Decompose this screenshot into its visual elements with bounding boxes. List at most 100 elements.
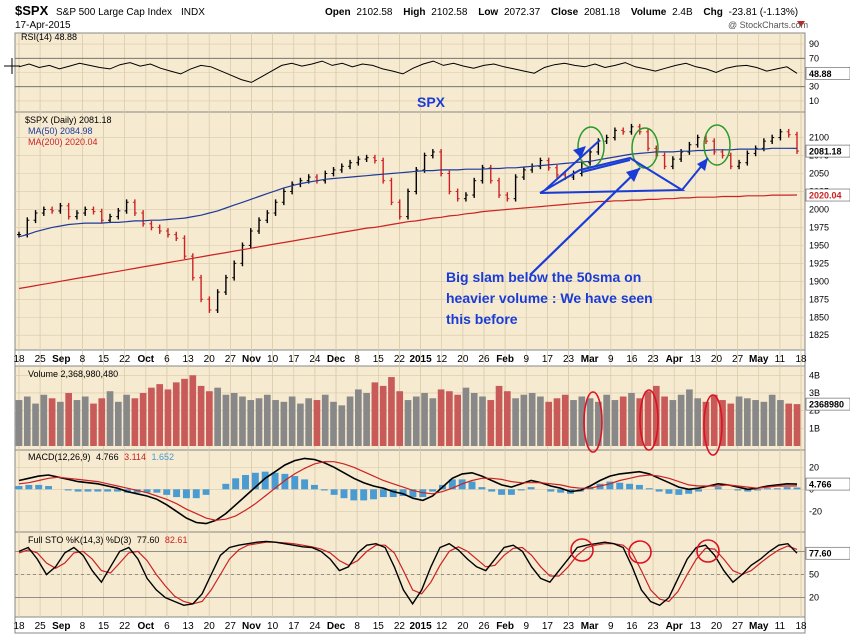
macd-histogram-bar (232, 478, 240, 490)
volume-bar (537, 396, 544, 446)
volume-bar (106, 391, 114, 446)
macd-histogram-bar (744, 489, 752, 492)
volume-bar (793, 404, 801, 446)
macd-histogram-bar (163, 489, 171, 495)
date-tick-label: 27 (732, 354, 744, 365)
macd-histogram-bar (517, 489, 525, 491)
ma50-line (18, 147, 798, 238)
date-tick-label: 26 (478, 621, 490, 632)
volume-bar (752, 400, 759, 446)
volume-bar (321, 394, 329, 446)
date-tick-label: Apr (666, 621, 683, 632)
macd-histogram-bar (330, 489, 338, 495)
date-tick-label: 20 (457, 354, 469, 365)
volume-bar (346, 396, 354, 446)
sto-last-value-box (805, 546, 850, 560)
date-tick-label: Dec (327, 621, 346, 632)
date-tick-label: 16 (626, 354, 638, 365)
macd-histogram-bar (360, 489, 368, 501)
date-label: 17-Apr-2015 (15, 20, 71, 31)
y-tick-label: 2100 (809, 133, 829, 143)
date-tick-label: 15 (373, 621, 385, 632)
y-tick-label: 1825 (809, 330, 829, 340)
macd-histogram-bar (645, 488, 653, 490)
sto-legend-label: Full STO %K(14,3) %D(3) (28, 535, 131, 545)
price-legend-ma50: MA(50) 2084.98 (28, 126, 93, 136)
macd-signal-line (18, 461, 798, 521)
date-tick-label: 15 (98, 354, 110, 365)
volume-bar (73, 400, 81, 446)
macd-histogram-bar (685, 489, 693, 494)
date-tick-label: Oct (137, 354, 154, 365)
date-tick-label: 20 (204, 621, 216, 632)
volume-bar (239, 396, 246, 446)
macd-histogram-bar (45, 486, 53, 490)
y-tick-label: 30 (809, 82, 819, 92)
macd-last-value: 4.766 (809, 480, 832, 490)
volume-bar (371, 382, 379, 446)
date-tick-label: 2015 (409, 621, 432, 632)
rsi-legend: RSI(14) 48.88 (21, 32, 77, 42)
y-tick-label: 1975 (809, 222, 829, 232)
volume-bar (702, 401, 710, 446)
volume-bar (48, 398, 56, 446)
date-tick-label: 9 (523, 354, 529, 365)
volume-bar (214, 387, 221, 446)
annotation-line (581, 159, 631, 173)
open-label: Open (325, 7, 351, 18)
volume-bar (114, 401, 122, 446)
volume-bar (503, 391, 511, 446)
date-tick-label: 6 (164, 621, 170, 632)
annotation-line-1: Big slam below the 50sma on (446, 269, 641, 285)
date-tick-label: Apr (666, 354, 683, 365)
volume-bar (570, 400, 577, 446)
sto-legend-d: 82.61 (165, 535, 188, 545)
volume-bar (578, 396, 586, 446)
annotation-line (544, 139, 601, 191)
volume-bar (686, 389, 693, 446)
low-label: Low (478, 7, 498, 18)
date-tick-label: 2015 (409, 354, 432, 365)
date-tick-label: 10 (267, 621, 279, 632)
volume-bar (561, 394, 569, 446)
y-tick-label: 4B (809, 370, 820, 380)
volume-bar (644, 391, 652, 446)
annotation-line-3: this before (446, 311, 518, 327)
date-tick-label: 17 (288, 354, 300, 365)
volume-bar (661, 396, 668, 446)
macd-histogram-bar (606, 481, 614, 490)
date-tick-label: 8 (80, 621, 86, 632)
price-legend-ma200: MA(200) 2020.04 (28, 137, 98, 147)
y-tick-label: 1875 (809, 294, 829, 304)
macd-last-value-box (805, 477, 850, 491)
date-tick-label: 23 (647, 354, 659, 365)
date-tick-label: 13 (690, 354, 702, 365)
date-tick-label: 10 (267, 354, 279, 365)
macd-histogram-bar (64, 489, 72, 491)
macd-legend: MACD(12,26,9) 4.766 3.114 1.652 (28, 452, 174, 462)
volume-bar (553, 398, 561, 446)
macd-histogram-bar (399, 489, 407, 496)
low-value: 2072.37 (504, 7, 541, 18)
date-tick-label: 13 (183, 354, 195, 365)
y-tick-label: 90 (809, 39, 819, 49)
macd-histogram-bar (182, 489, 190, 499)
volume-bar (288, 396, 296, 446)
date-tick-label: Mar (581, 621, 599, 632)
macd-histogram-bar (340, 489, 348, 499)
volume-bar (628, 392, 635, 446)
date-tick-label: 25 (35, 354, 47, 365)
macd-histogram-bar (389, 489, 397, 498)
volume-bar (611, 400, 619, 446)
macd-histogram-bar (409, 489, 417, 498)
macd-histogram-bar (468, 481, 476, 490)
date-tick-label: 20 (457, 621, 469, 632)
date-tick-label: 23 (647, 621, 659, 632)
date-tick-label: 15 (98, 621, 110, 632)
macd-histogram-bar (665, 489, 673, 494)
date-tick-label: 24 (309, 621, 321, 632)
date-tick-label: 20 (204, 354, 216, 365)
volume-bar (404, 400, 412, 446)
arrowhead-icon (626, 168, 640, 182)
macd-histogram-bar (547, 489, 555, 492)
